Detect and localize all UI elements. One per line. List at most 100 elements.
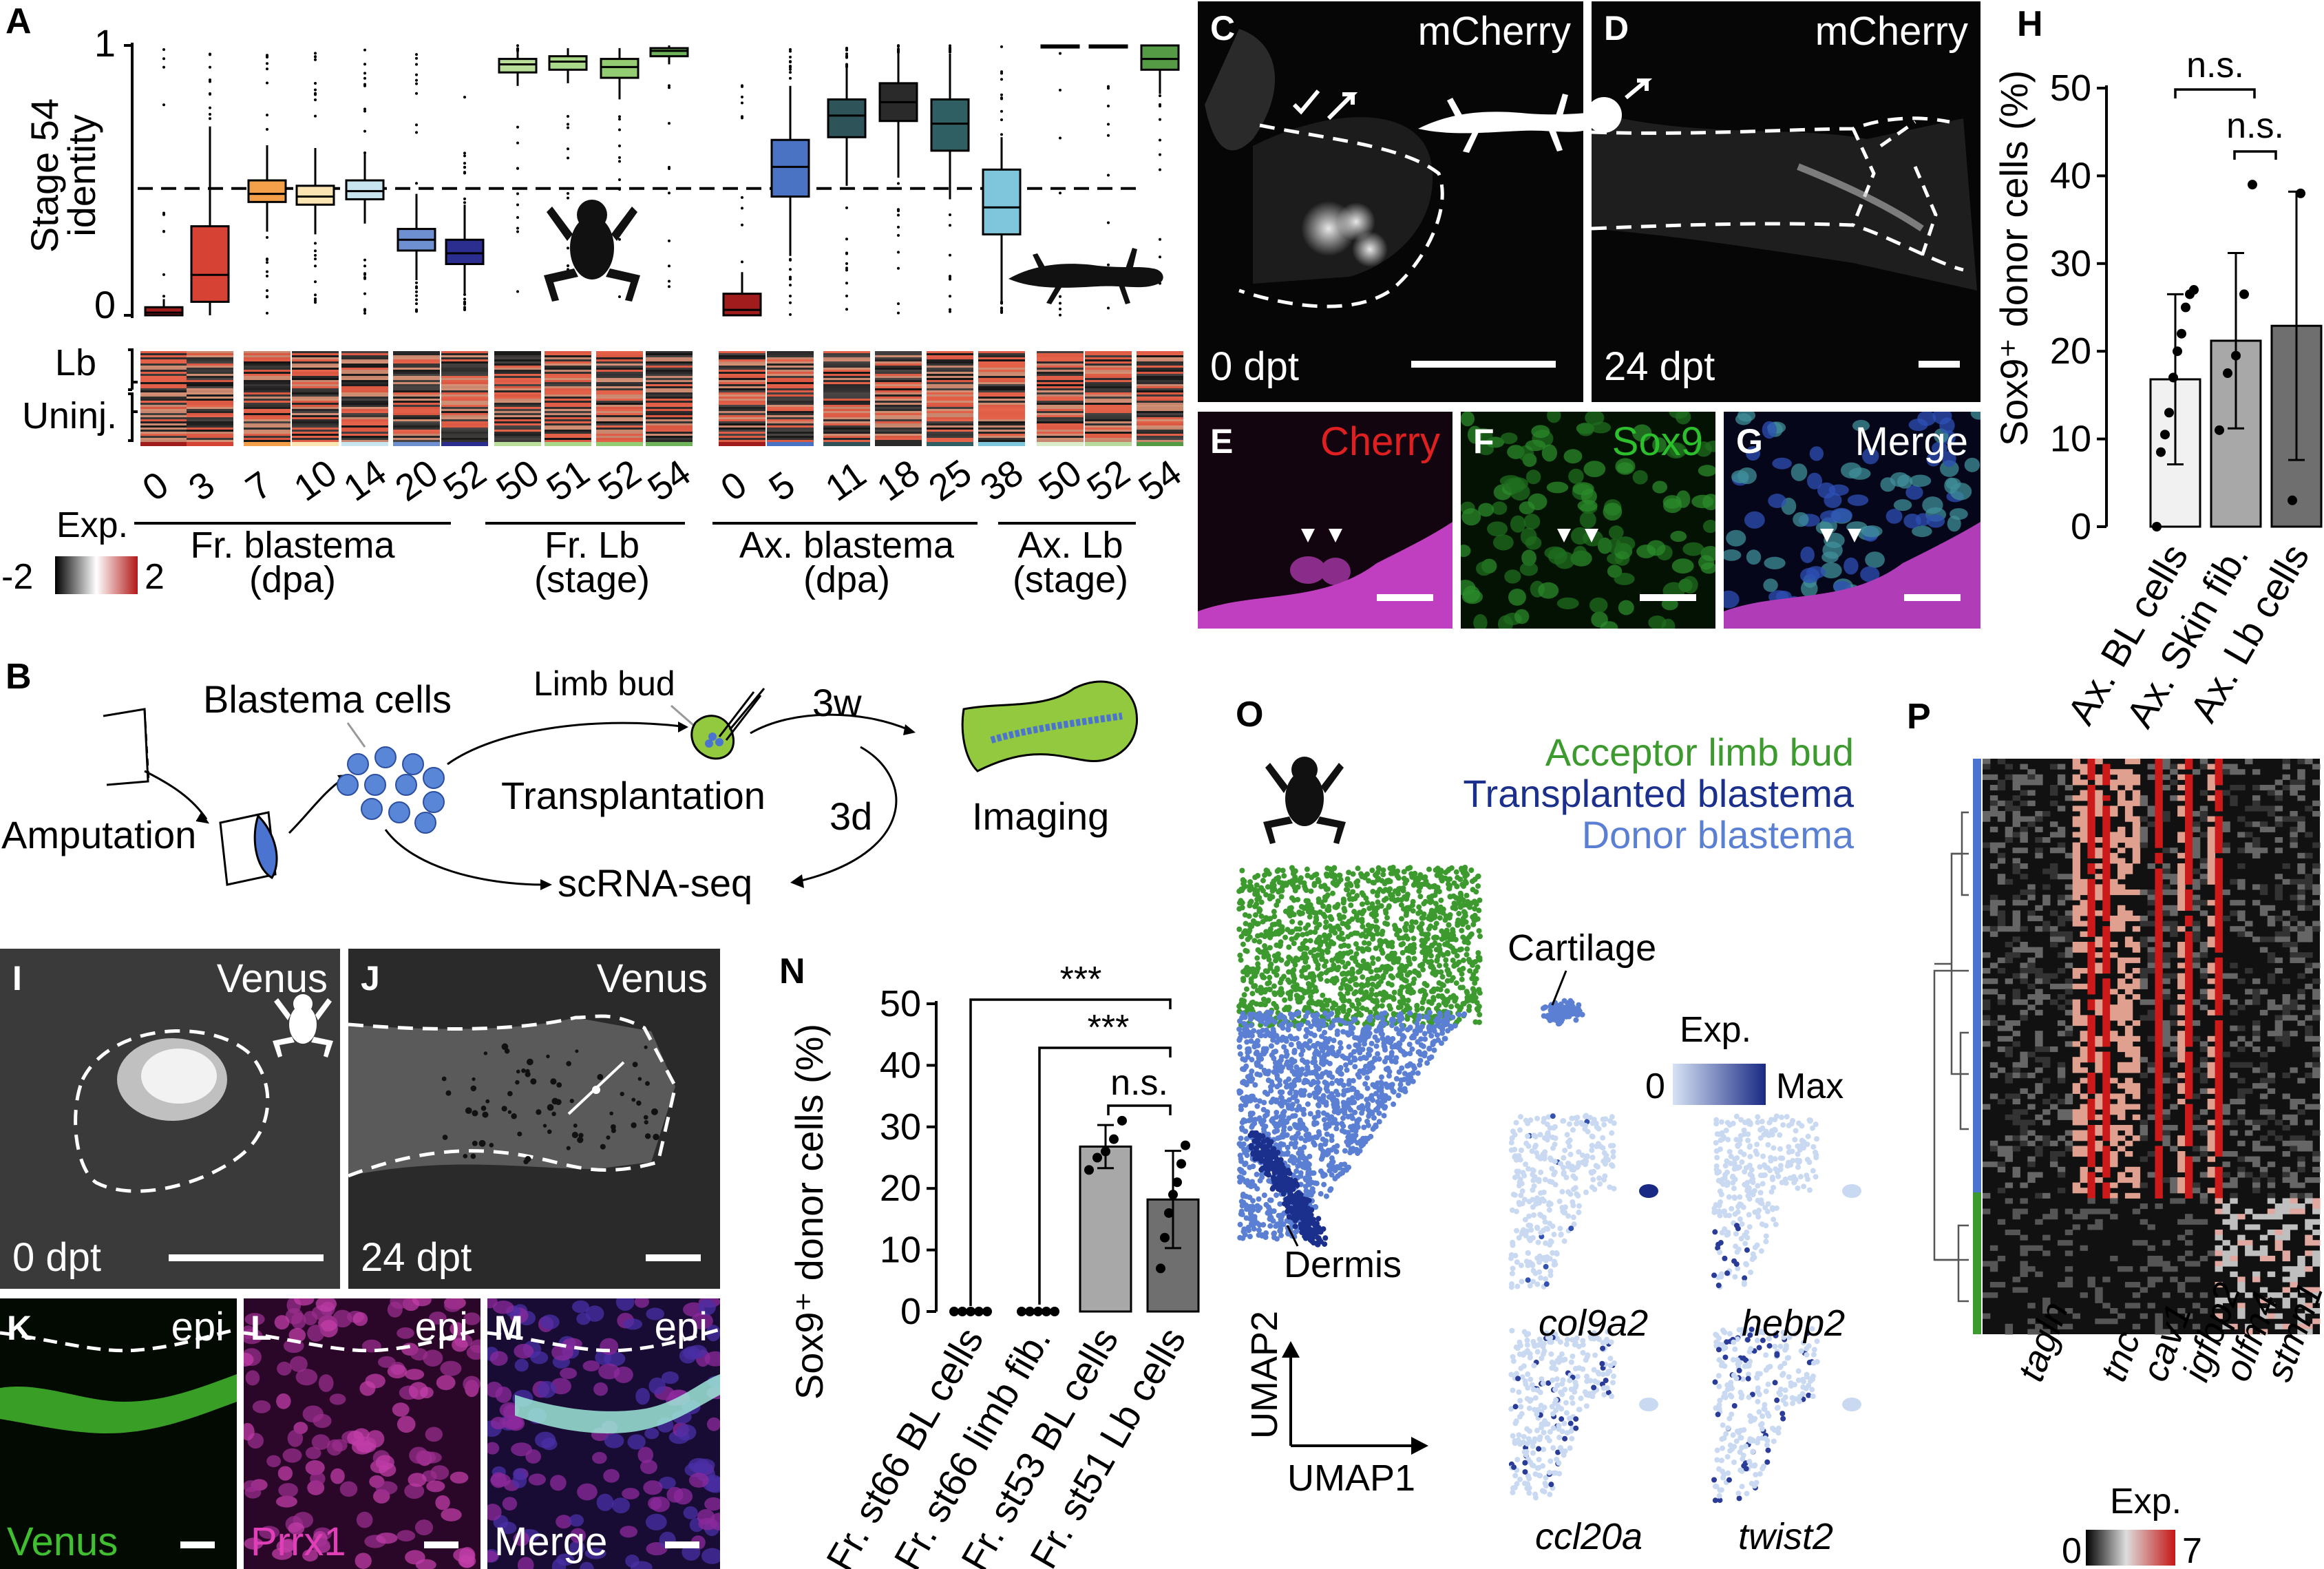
heat-cell bbox=[140, 432, 187, 434]
panel-A-heat-label-lb: Lb bbox=[55, 342, 96, 383]
heat-cell bbox=[927, 359, 973, 361]
heat-cell bbox=[341, 351, 388, 353]
heat-cell bbox=[187, 351, 233, 353]
heat-cell bbox=[823, 388, 870, 390]
heat-cell bbox=[1137, 388, 1183, 390]
micrograph-F-title: Sox9 bbox=[1612, 419, 1703, 464]
heat-cell bbox=[1037, 361, 1084, 364]
heat-cell bbox=[187, 380, 233, 382]
heat-cell bbox=[244, 382, 290, 384]
heat-cell bbox=[646, 378, 693, 380]
box-outlier bbox=[789, 50, 792, 53]
heat-cell bbox=[1137, 428, 1183, 430]
heat-cell bbox=[244, 386, 290, 388]
heat-cell bbox=[927, 440, 973, 442]
heat-cell bbox=[494, 355, 541, 357]
box-body bbox=[982, 168, 1022, 235]
heat-cell bbox=[545, 430, 591, 432]
micrograph-C-time: 0 dpt bbox=[1210, 344, 1299, 389]
heat-cell bbox=[494, 394, 541, 397]
box-outlier bbox=[567, 264, 569, 267]
box-outlier bbox=[618, 118, 621, 121]
panel-A-heat-label-uninj: Uninj. bbox=[22, 395, 117, 436]
heat-cell bbox=[646, 407, 693, 409]
heat-cell bbox=[292, 364, 339, 366]
box-outlier bbox=[1000, 96, 1003, 100]
heat-cell bbox=[441, 357, 488, 359]
box-outlier bbox=[897, 266, 900, 270]
micrograph-K-epi: epi bbox=[171, 1305, 224, 1349]
heat-cell bbox=[393, 370, 440, 372]
y-tick-label: 20 bbox=[880, 1168, 921, 1209]
box-outlier bbox=[314, 257, 317, 261]
heat-cell bbox=[1085, 382, 1132, 384]
heat-cell bbox=[441, 397, 488, 399]
heat-cell bbox=[1085, 370, 1132, 372]
heat-cell bbox=[719, 417, 765, 419]
box-body bbox=[190, 225, 230, 303]
amputated-limb-icon bbox=[219, 811, 277, 886]
box-outlier bbox=[209, 78, 211, 82]
heat-cell bbox=[978, 390, 1025, 392]
heat-cell bbox=[978, 353, 1025, 355]
heat-cell bbox=[494, 390, 541, 392]
heat-cell bbox=[441, 438, 488, 440]
box-outlier bbox=[415, 53, 418, 56]
box-outlier bbox=[162, 230, 165, 233]
heat-cell bbox=[875, 421, 922, 423]
box-outlier bbox=[789, 55, 792, 59]
heat-cell bbox=[393, 368, 440, 370]
heat-cell bbox=[596, 423, 643, 425]
box-outlier bbox=[415, 73, 418, 76]
panel-N-sig-bracket-2 bbox=[1038, 1046, 1172, 1305]
heat-cell bbox=[292, 386, 339, 388]
heat-cell bbox=[1085, 425, 1132, 428]
heat-cell bbox=[393, 432, 440, 434]
heat-cell bbox=[292, 351, 339, 353]
data-point bbox=[966, 1307, 975, 1316]
box-outlier bbox=[363, 83, 366, 86]
heat-cell bbox=[1037, 440, 1084, 442]
box-outlier bbox=[668, 285, 670, 288]
heat-cell bbox=[823, 357, 870, 359]
heat-cell bbox=[646, 419, 693, 421]
heat-cell bbox=[545, 417, 591, 419]
heat-cell bbox=[292, 432, 339, 434]
heat-cell bbox=[767, 361, 814, 364]
heat-cell bbox=[140, 399, 187, 401]
heat-cell bbox=[596, 386, 643, 388]
box-outlier bbox=[618, 238, 621, 241]
heat-cell bbox=[596, 372, 643, 374]
heat-cell bbox=[140, 405, 187, 407]
heat-cell bbox=[292, 370, 339, 372]
heat-cell bbox=[978, 399, 1025, 401]
panel-N-sig-bracket-1 bbox=[969, 998, 1172, 1306]
heat-cell bbox=[1037, 386, 1084, 388]
heat-cell bbox=[341, 357, 388, 359]
xtick-label: 18 bbox=[869, 452, 927, 509]
box-outlier bbox=[789, 76, 792, 80]
heat-cell bbox=[341, 355, 388, 357]
box-outlier bbox=[567, 123, 569, 126]
heat-cell bbox=[596, 411, 643, 413]
heat-cell bbox=[1137, 351, 1183, 353]
panel-P-dendrogram bbox=[1933, 811, 1969, 1303]
data-point bbox=[1172, 1177, 1182, 1188]
heat-cell bbox=[140, 374, 187, 376]
y-tick-label: 40 bbox=[880, 1044, 921, 1086]
blastema-cell bbox=[337, 774, 359, 796]
heat-cell bbox=[494, 361, 541, 364]
box-outlier bbox=[363, 276, 366, 280]
heat-cell bbox=[823, 423, 870, 425]
heat-cell bbox=[1137, 378, 1183, 380]
heat-group-color bbox=[1085, 442, 1132, 446]
heat-cell bbox=[767, 378, 814, 380]
heat-cell bbox=[875, 425, 922, 428]
micrograph-K-title: Venus bbox=[7, 1519, 118, 1564]
box-outlier bbox=[567, 147, 569, 151]
dendrogram-branch bbox=[1957, 1224, 1969, 1303]
box-outlier bbox=[741, 223, 743, 227]
panel-P-exp-max: 7 bbox=[2182, 1531, 2202, 1569]
heat-cell bbox=[596, 374, 643, 376]
